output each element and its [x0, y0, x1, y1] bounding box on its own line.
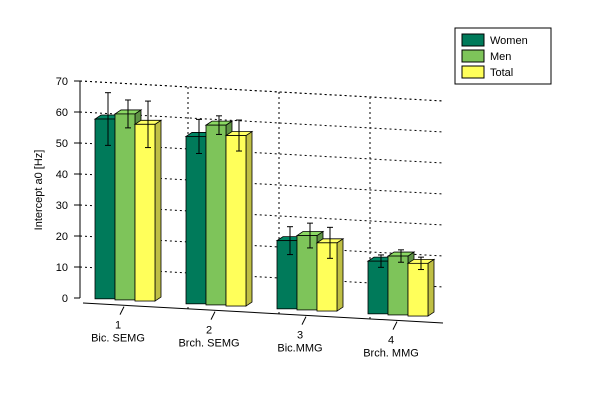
legend-label: Total [490, 67, 513, 79]
bar [225, 135, 247, 307]
gridline-top [79, 80, 444, 102]
bar [185, 136, 207, 305]
legend-label: Women [490, 35, 528, 47]
bar [114, 113, 136, 301]
bar [367, 260, 389, 315]
y-axis-label: Intercept a0 [Hz] [33, 150, 45, 231]
bar [296, 235, 318, 311]
bars [93, 92, 436, 317]
y-tick-label: 40 [56, 169, 68, 181]
bar [94, 118, 116, 300]
y-tick-label: 0 [62, 293, 68, 305]
x-tick-label: Bic. SEMG [91, 333, 145, 345]
bar-side [154, 119, 162, 302]
bar [316, 242, 338, 312]
bar-side [336, 238, 344, 312]
x-tick-label-index: 2 [206, 325, 212, 337]
bar [276, 240, 298, 310]
x-tick [392, 321, 398, 330]
y-tick-label: 30 [56, 200, 68, 212]
x-axis-line [82, 302, 444, 324]
x-tick-label: Bic.MMG [277, 343, 322, 355]
bar [407, 262, 429, 317]
bar [205, 124, 227, 306]
x-tick-label: Brch. MMG [363, 348, 419, 360]
x-tick [119, 306, 125, 315]
bar [134, 123, 156, 302]
legend-swatch [461, 65, 485, 79]
legend-swatch [461, 49, 485, 63]
x-tick-label: Brch. SEMG [178, 338, 239, 350]
x-tick-label-index: 4 [388, 335, 394, 347]
y-tick-label: 60 [56, 107, 68, 119]
bar [387, 255, 409, 316]
legend: Women Men Total [454, 27, 552, 85]
axes: 0 10 20 30 40 50 60 70 [56, 76, 444, 324]
bar-side [427, 258, 435, 317]
y-tick-label: 50 [56, 138, 68, 150]
y-tick-label: 10 [56, 262, 68, 274]
x-tick-label-index: 1 [115, 320, 121, 332]
legend-swatch [461, 33, 485, 47]
bar-side [245, 130, 253, 307]
x-tick-label-index: 3 [297, 330, 303, 342]
y-tick-label: 20 [56, 231, 68, 243]
x-tick [301, 316, 307, 325]
legend-label: Men [490, 51, 511, 63]
y-tick-label: 70 [56, 76, 68, 88]
x-tick [210, 311, 216, 320]
